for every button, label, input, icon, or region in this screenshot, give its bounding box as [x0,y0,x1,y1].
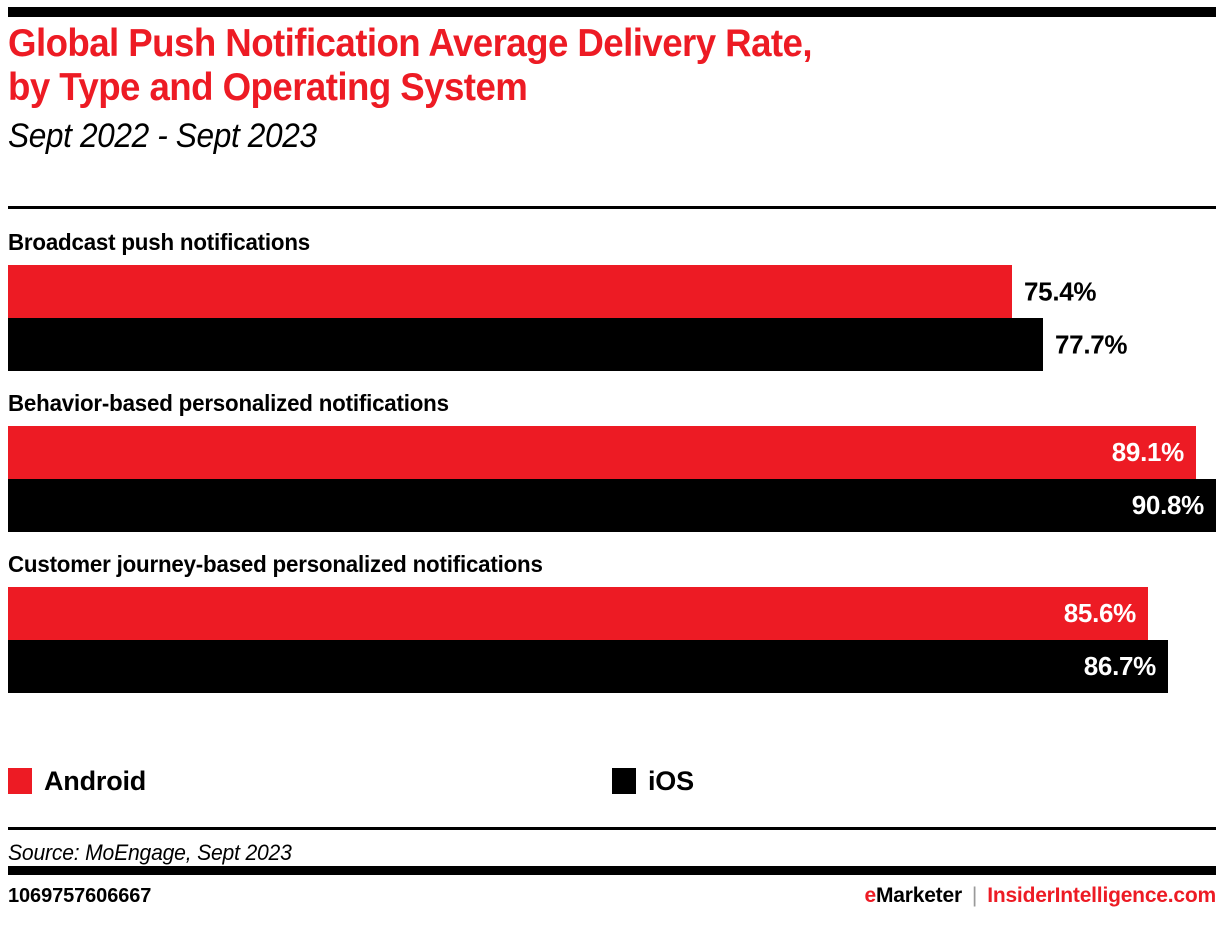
bar-value-label: 86.7% [1083,651,1157,681]
footer-divider [8,866,1216,875]
bar-row: 75.4% [8,265,1216,318]
bar-group-label: Broadcast push notifications [8,229,310,255]
source-note: Source: MoEngage, Sept 2023 [8,840,292,865]
legend-label-android: Android [44,765,147,796]
brand-emarketer-e: e [864,884,876,907]
bar-value-label: 90.8% [1131,490,1205,520]
bar-group: Behavior-based personalized notification… [8,389,1216,532]
legend-swatch-android-icon [8,768,32,794]
bar-value-label: 77.7% [1055,329,1128,359]
bar-value-label: 89.1% [1111,437,1185,467]
bar-ios: 77.7% [8,318,1128,371]
bar-value-label: 85.6% [1063,598,1137,628]
bar-row: 85.6% [8,587,1216,640]
bar-group-label: Customer journey-based personalized noti… [8,551,543,577]
bar-android: 89.1% [8,426,1196,479]
bar-row: 86.7% [8,640,1216,693]
legend-swatch-ios-icon [612,768,636,794]
bar-group-bars: 89.1% 90.8% [8,426,1216,532]
brand-emarketer-rest: Marketer [875,884,962,907]
top-rule [8,7,1216,17]
bar-row: 77.7% [8,318,1216,371]
bar-android: 75.4% [8,265,1097,318]
bar-ios: 86.7% [8,640,1168,693]
chart-subtitle: Sept 2022 - Sept 2023 [8,117,317,155]
header-divider [8,206,1216,209]
brand-insider-intelligence: InsiderIntelligence.com [987,884,1216,907]
legend-item-android: Android [8,763,146,799]
bar-android: 85.6% [8,587,1148,640]
chart-title: Global Push Notification Average Deliver… [8,22,813,109]
bar-value-label: 75.4% [1024,276,1097,306]
legend-label-ios: iOS [648,765,694,796]
bar-group-bars: 85.6% 86.7% [8,587,1216,693]
brand-separator: | [971,884,978,907]
chart-footer: 1069757606667 e Marketer | InsiderIntelli… [8,884,1216,908]
bar-group: Customer journey-based personalized noti… [8,550,1216,693]
footer-brand: e Marketer | InsiderIntelligence.com [864,884,1216,908]
source-divider [8,827,1216,830]
bar-group-label: Behavior-based personalized notification… [8,390,449,416]
chart-legend: Android iOS [8,763,1216,803]
footer-chart-id: 1069757606667 [8,884,152,907]
bar-group-bars: 75.4% 77.7% [8,265,1216,371]
legend-item-ios: iOS [612,763,694,799]
chart-plot-area: Broadcast push notifications 75.4% 77.7%… [8,228,1216,711]
chart-header: Global Push Notification Average Deliver… [8,22,1216,156]
bar-group: Broadcast push notifications 75.4% 77.7% [8,228,1216,371]
bar-ios: 90.8% [8,479,1216,532]
bar-row: 89.1% [8,426,1216,479]
bar-row: 90.8% [8,479,1216,532]
